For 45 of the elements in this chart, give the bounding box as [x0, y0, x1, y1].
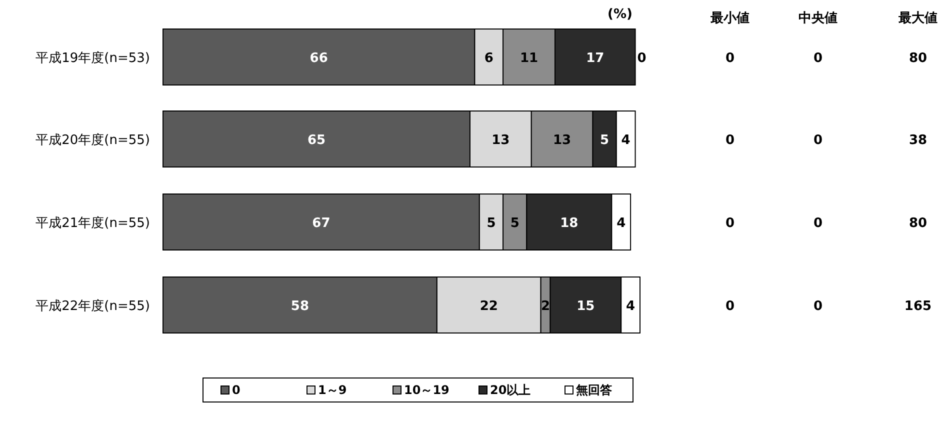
text: 165: [904, 299, 932, 314]
annotation: (%): [608, 7, 632, 22]
legend-label: 0: [232, 383, 240, 397]
data-label: 2: [541, 299, 550, 314]
data-label: 58: [290, 299, 310, 314]
text: 0: [813, 299, 823, 314]
data-label: 67: [312, 216, 330, 231]
data-label: 4: [616, 216, 626, 231]
y-tick-label: 平成21年度(n=55): [36, 215, 150, 231]
data-label: 6: [484, 51, 494, 66]
text: 0: [725, 216, 735, 231]
legend-label: 20以上: [490, 383, 531, 397]
legend-label: 無回答: [575, 383, 613, 397]
data-label: 5: [510, 216, 520, 231]
text: 0: [813, 216, 823, 231]
data-label: 13: [553, 133, 572, 148]
data-label: 4: [621, 133, 630, 148]
text: 0: [813, 51, 823, 66]
text: 80: [908, 216, 928, 231]
category-label: 中央値: [798, 11, 838, 26]
data-label: 65: [307, 133, 326, 148]
text: 80: [908, 51, 928, 66]
data-label: 11: [520, 51, 538, 66]
data-label: 13: [492, 133, 510, 148]
data-label: 18: [560, 216, 578, 231]
data-label: 0: [637, 51, 646, 66]
legend-label: 1～9: [318, 383, 347, 397]
data-label: 4: [626, 299, 636, 314]
y-tick-label: 平成22年度(n=55): [36, 298, 150, 314]
text: 38: [908, 133, 928, 148]
text: 0: [725, 299, 735, 314]
data-label: 22: [480, 299, 498, 314]
y-tick-label: 平成20年度(n=55): [36, 132, 150, 148]
legend-label: 10～19: [404, 383, 450, 397]
category-label: 最大値: [898, 11, 938, 26]
data-label: 15: [576, 299, 595, 314]
data-label: 5: [600, 133, 610, 148]
text: 0: [813, 133, 823, 148]
y-tick-label: 平成19年度(n=53): [36, 50, 150, 66]
data-label: 5: [486, 216, 496, 231]
data-label: 17: [586, 51, 604, 66]
category-label: 最小値: [710, 11, 750, 26]
data-label: 66: [310, 51, 328, 66]
text: 0: [725, 51, 735, 66]
text: 0: [725, 133, 735, 148]
